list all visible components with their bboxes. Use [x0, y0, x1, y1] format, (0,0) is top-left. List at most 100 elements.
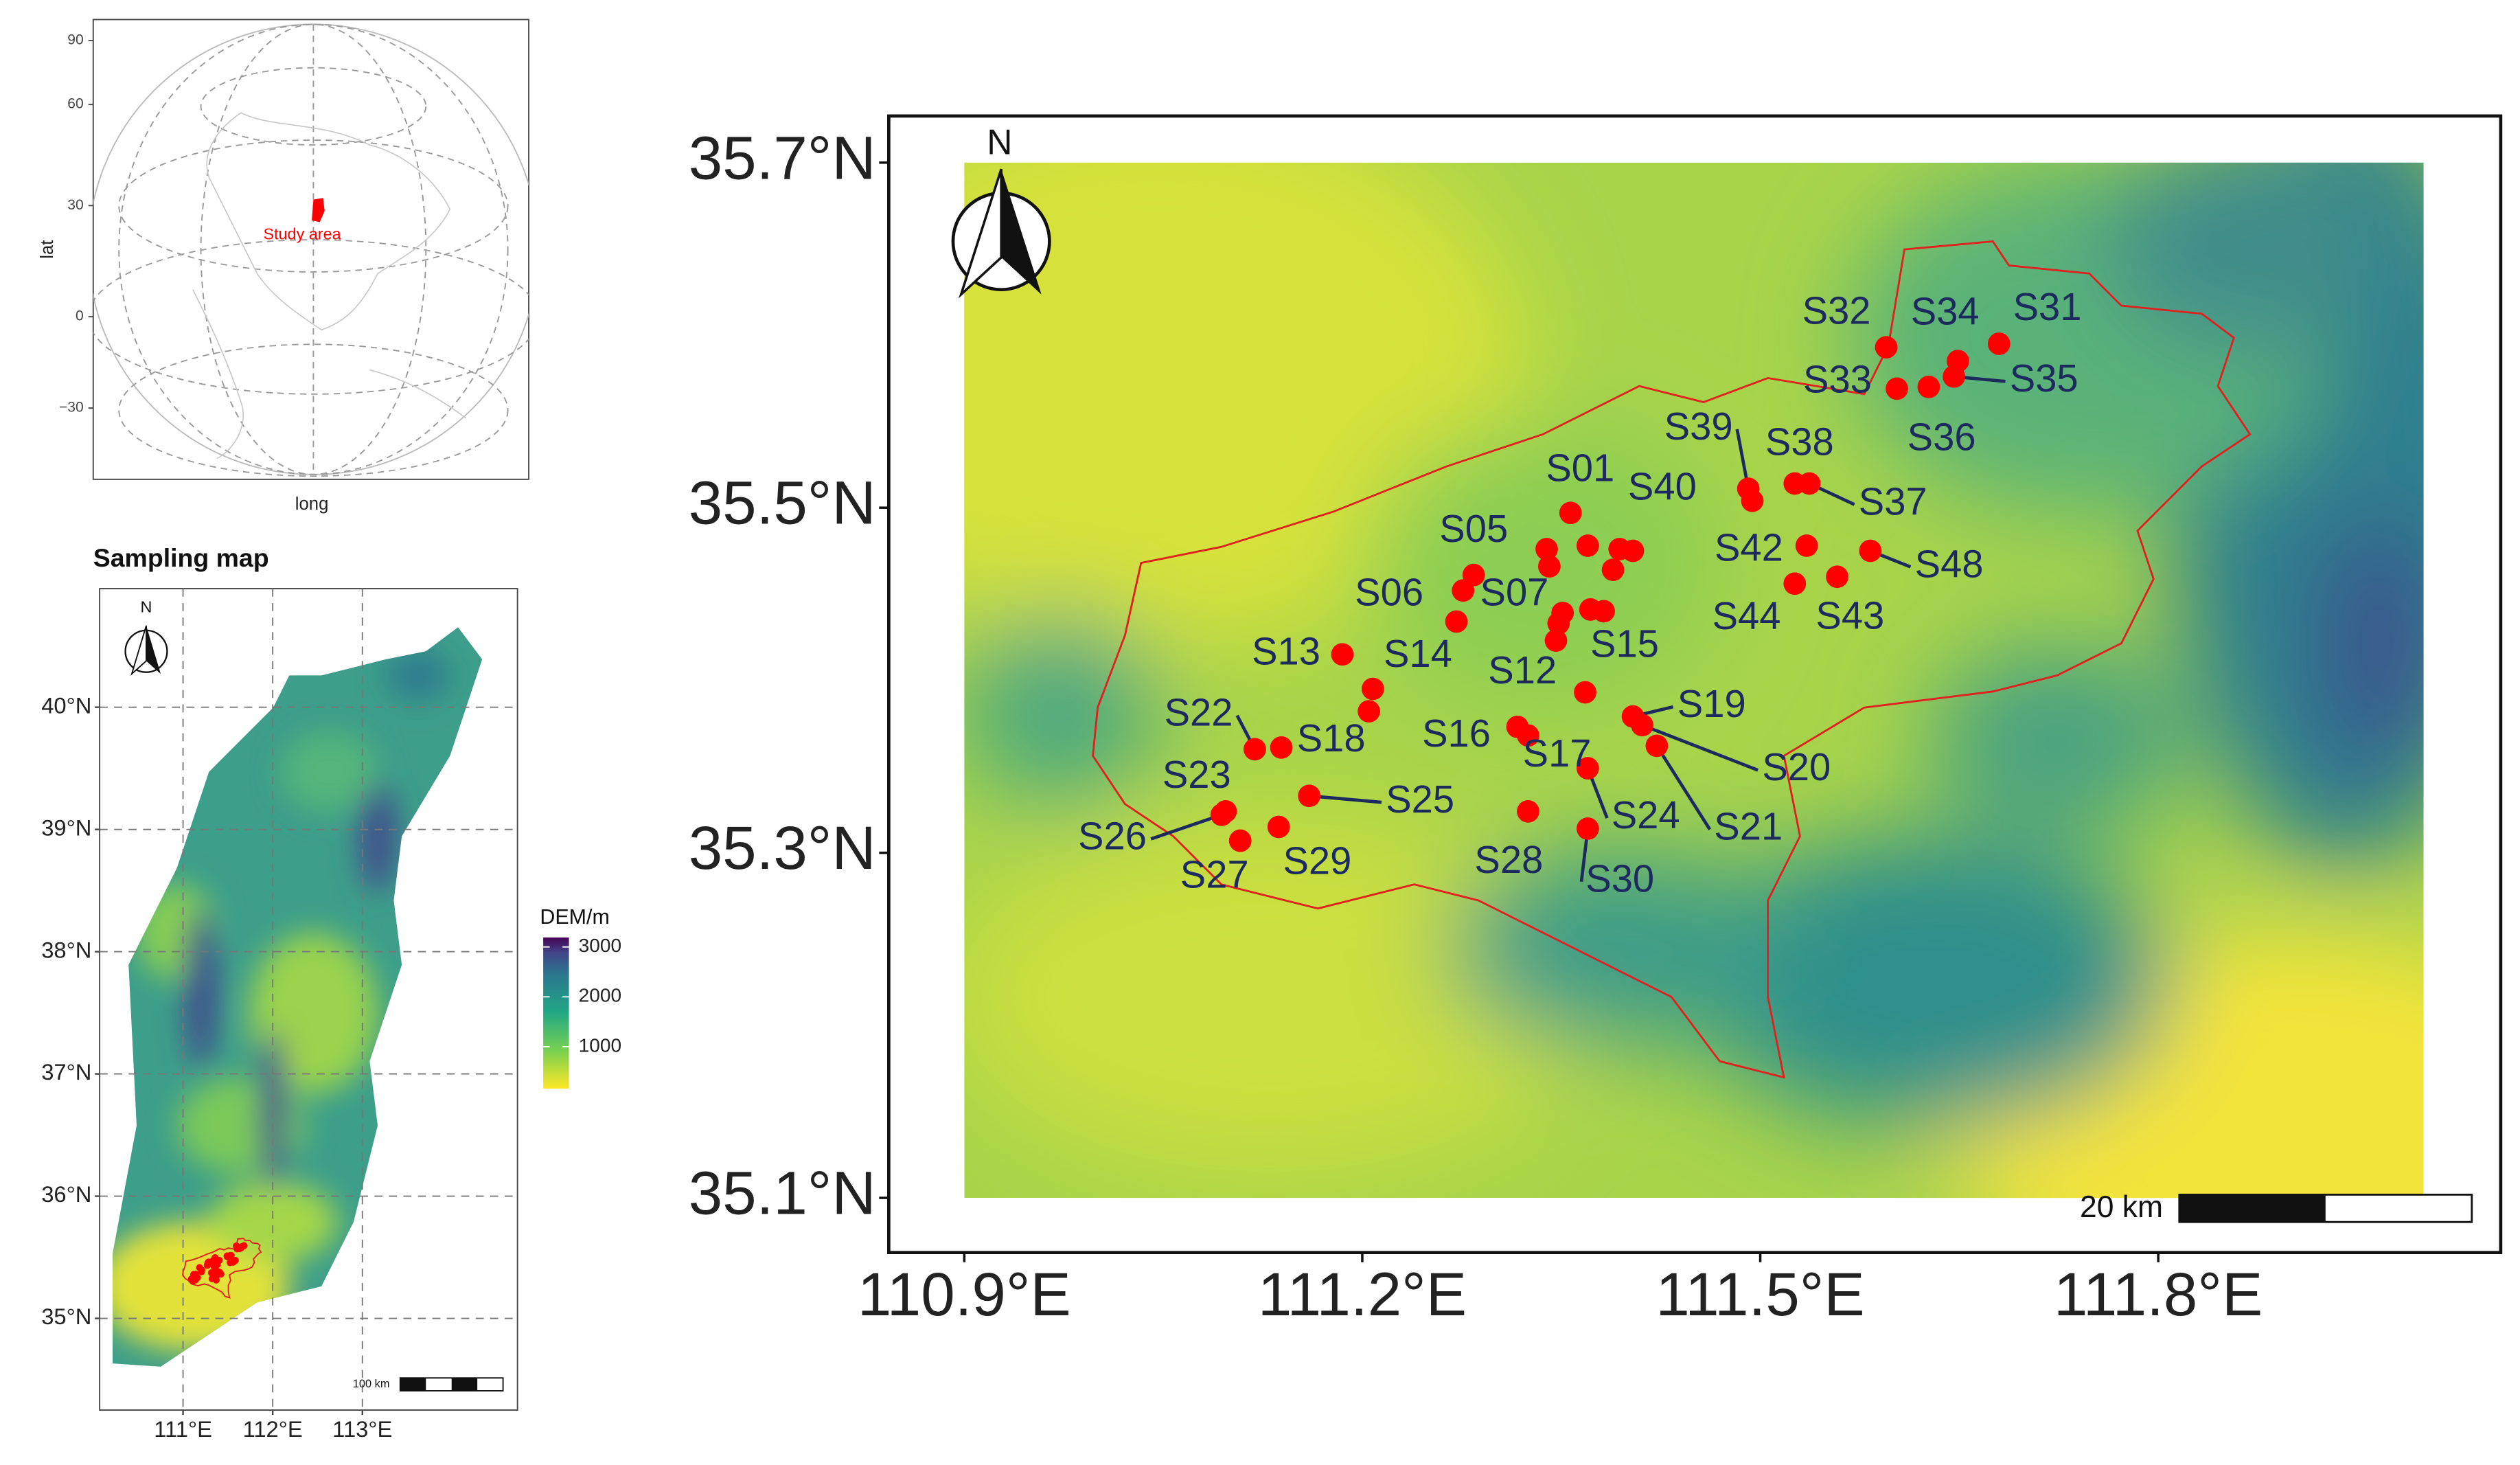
y-tick-label: 37°N	[41, 1059, 91, 1084]
site-point	[1210, 803, 1233, 826]
x-tick-label: 111.8°E	[2054, 1260, 2263, 1328]
site-label: S44	[1713, 594, 1781, 637]
site-point	[1362, 677, 1384, 701]
north-label: N	[141, 598, 152, 615]
site-point	[1244, 738, 1266, 761]
site-point-small	[203, 1262, 211, 1269]
site-label: S26	[1078, 814, 1147, 857]
study-area-marker	[312, 198, 325, 223]
site-point-small	[212, 1276, 220, 1284]
site-label: S13	[1252, 630, 1320, 673]
x-tick-label: 111.2°E	[1258, 1260, 1467, 1328]
points	[1210, 332, 2011, 852]
site-label: S12	[1488, 648, 1557, 692]
site-label: S30	[1585, 857, 1654, 900]
site-label: S38	[1765, 420, 1834, 464]
site-label: S18	[1297, 716, 1366, 760]
site-label: S42	[1715, 525, 1783, 569]
axes: 35.1°N 35.3°N 35.5°N 35.7°N 110.9°E 111.2°E 11…	[689, 123, 2263, 1328]
site-point	[1358, 700, 1380, 723]
north-label: N	[987, 122, 1012, 162]
study-boundary	[1092, 240, 2252, 1079]
site-point-small	[192, 1276, 199, 1284]
site-point	[1331, 643, 1354, 666]
site-label: S35	[2010, 356, 2078, 400]
study-boundary	[182, 1238, 262, 1299]
site-point	[1859, 539, 1882, 563]
site-point	[1621, 539, 1645, 563]
site-point	[1547, 612, 1570, 635]
site-point	[1452, 579, 1475, 602]
scale-bar: 20 km	[2080, 1190, 2473, 1224]
dem-background	[964, 162, 2424, 1199]
globe-inset: Study area long lat 90 60 30 0 −30	[38, 19, 529, 514]
leader-line	[1641, 723, 1759, 772]
site-point	[1544, 629, 1568, 652]
site-point	[1826, 565, 1848, 589]
sampling-map: Sampling map 35°N 36°N 37°N 38°N 39°N 40°N 111…	[41, 543, 621, 1442]
site-point	[1798, 472, 1821, 495]
site-label: S05	[1439, 507, 1508, 550]
colorbar	[543, 937, 569, 1089]
legend-tick-label: 2000	[579, 985, 621, 1006]
site-point	[1517, 799, 1539, 823]
site-label: S17	[1523, 731, 1592, 775]
site-point	[1267, 815, 1290, 839]
site-label: S21	[1714, 804, 1783, 848]
site-point-small	[198, 1268, 205, 1275]
site-point	[1579, 598, 1602, 621]
grid: 35°N 36°N 37°N 38°N 39°N 40°N 111°E 112°E 113°E	[41, 589, 518, 1442]
sites: S31 S32 S34 S35 S33 S36 S39 S40 S38 S37 S01 S42 S48 S…	[1078, 285, 2081, 900]
site-point	[1445, 610, 1468, 633]
site-point	[1631, 714, 1653, 737]
site-label: S22	[1165, 691, 1233, 734]
site-point	[1783, 572, 1807, 595]
legend: DEM/m 1000 2000 3000	[540, 905, 621, 1089]
y-tick-label: 35.3°N	[689, 813, 876, 882]
site-label: S01	[1546, 446, 1614, 490]
site-point	[1645, 734, 1669, 758]
site-point	[1228, 829, 1252, 852]
site-point	[1795, 534, 1818, 557]
site-point	[1535, 538, 1558, 560]
site-point	[1298, 784, 1321, 808]
site-label: S25	[1386, 777, 1454, 821]
y-axis-label: lat	[38, 240, 57, 259]
site-point	[1517, 724, 1539, 747]
x-axis-label: long	[295, 495, 329, 514]
north-arrow-small: N	[124, 598, 168, 676]
site-label: S06	[1355, 571, 1423, 614]
site-label: S29	[1283, 839, 1351, 883]
leader-line	[1309, 794, 1382, 804]
site-label: S36	[1908, 415, 1976, 458]
coastlines	[192, 112, 467, 459]
y-tick-label: −30	[59, 400, 84, 416]
x-tick-label: 111.5°E	[1656, 1260, 1864, 1328]
x-tick-label: 113°E	[332, 1416, 392, 1442]
site-label: S43	[1815, 593, 1884, 637]
y-tick-label: 35.1°N	[689, 1159, 876, 1227]
site-point	[1741, 489, 1764, 512]
site-label: S23	[1162, 753, 1231, 796]
site-point	[1270, 736, 1293, 759]
y-tick-label: 39°N	[41, 815, 91, 840]
leader-line	[1655, 745, 1712, 830]
site-label: S19	[1677, 682, 1746, 725]
y-tick-label: 60	[67, 96, 83, 112]
study-boundary-small	[182, 1238, 262, 1299]
y-tick-label: 40°N	[41, 692, 91, 718]
site-point	[1577, 817, 1599, 840]
site-label: S39	[1664, 405, 1733, 448]
site-point-small	[210, 1263, 218, 1271]
site-point	[1577, 757, 1599, 780]
scale-label: 100 km	[353, 1378, 390, 1390]
sites-small	[187, 1242, 248, 1285]
site-point	[1559, 501, 1582, 525]
north-arrow: N	[951, 122, 1051, 299]
site-point-small	[236, 1245, 243, 1253]
site-point	[1537, 555, 1561, 578]
site-label: S40	[1628, 465, 1697, 508]
site-label: S31	[2013, 285, 2082, 328]
site-point	[1886, 377, 1908, 400]
y-tick-label: 35.7°N	[689, 123, 876, 192]
